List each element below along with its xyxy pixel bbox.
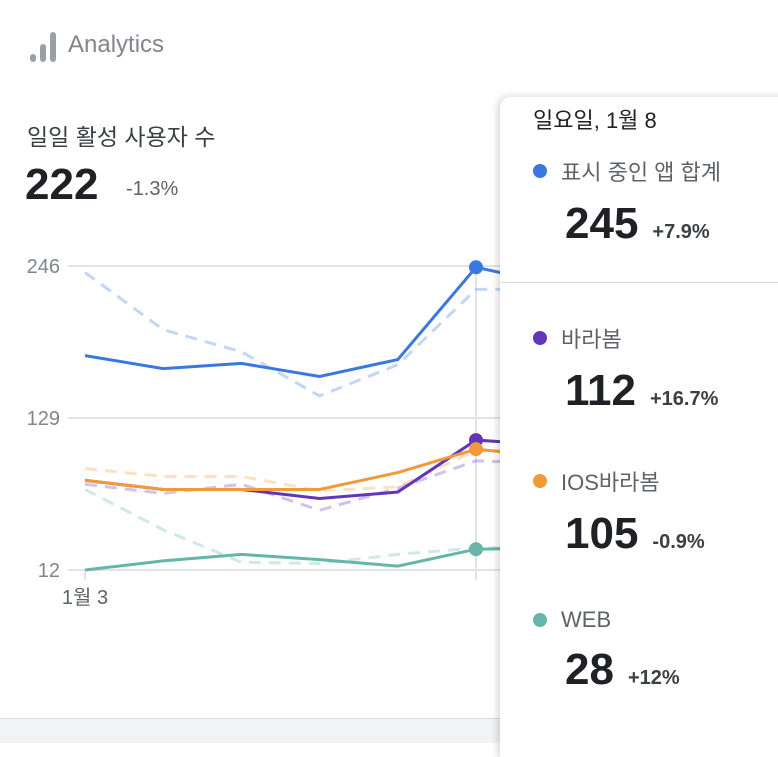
entry-value: 245 bbox=[565, 199, 639, 248]
hover-point bbox=[469, 542, 483, 557]
series-line[interactable] bbox=[84, 447, 555, 491]
series-previous-line bbox=[84, 271, 555, 398]
tooltip-entry: IOS바라봄 105 -0.9% bbox=[533, 465, 705, 559]
entry-label: 바라봄 bbox=[561, 327, 622, 352]
entry-change: -0.9% bbox=[652, 531, 705, 553]
hover-point bbox=[469, 442, 483, 457]
legend-dot-icon bbox=[533, 613, 547, 627]
y-tick-label: 12 bbox=[38, 560, 60, 582]
tooltip-date: 일요일, 1월 8 bbox=[533, 108, 657, 133]
entry-label: 표시 중인 앱 합계 bbox=[561, 160, 722, 185]
divider bbox=[500, 282, 778, 283]
entry-change: +12% bbox=[627, 667, 680, 689]
series-line[interactable] bbox=[84, 265, 555, 378]
metric-change: -1.3% bbox=[126, 178, 179, 200]
legend-dot-icon bbox=[533, 331, 547, 345]
legend-dot-icon bbox=[533, 474, 547, 488]
analytics-bars-icon bbox=[30, 28, 56, 62]
series-previous-line bbox=[84, 488, 555, 566]
app-header: Analytics bbox=[30, 28, 164, 62]
entry-label: IOS바라봄 bbox=[561, 470, 660, 495]
entry-value: 105 bbox=[565, 509, 639, 558]
tooltip-entry: 표시 중인 앱 합계 245 +7.9% bbox=[533, 155, 721, 249]
tooltip-card: 일요일, 1월 8 표시 중인 앱 합계 245 +7.9% 바라봄 112 +16.7%… bbox=[500, 97, 778, 757]
tooltip-entry: 바라봄 112 +16.7% bbox=[533, 322, 718, 416]
y-tick-label: 246 bbox=[27, 256, 60, 278]
metric-value: 222 bbox=[25, 160, 99, 209]
hover-point bbox=[469, 260, 483, 275]
entry-value: 28 bbox=[565, 645, 614, 694]
y-tick-label: 129 bbox=[27, 408, 60, 430]
series-line[interactable] bbox=[84, 546, 555, 572]
series-previous-line bbox=[84, 448, 555, 493]
app-name: Analytics bbox=[68, 31, 165, 58]
series-previous-line bbox=[84, 459, 555, 512]
entry-change: +7.9% bbox=[652, 221, 710, 243]
metric-title: 일일 활성 사용자 수 bbox=[27, 124, 216, 150]
entry-label: WEB bbox=[561, 607, 612, 632]
tooltip-entry: WEB 28 +12% bbox=[533, 607, 680, 695]
entry-value: 112 bbox=[565, 366, 636, 415]
entry-change: +16.7% bbox=[649, 388, 719, 410]
legend-dot-icon bbox=[533, 164, 547, 178]
x-tick-label: 1월 3 bbox=[62, 586, 108, 609]
